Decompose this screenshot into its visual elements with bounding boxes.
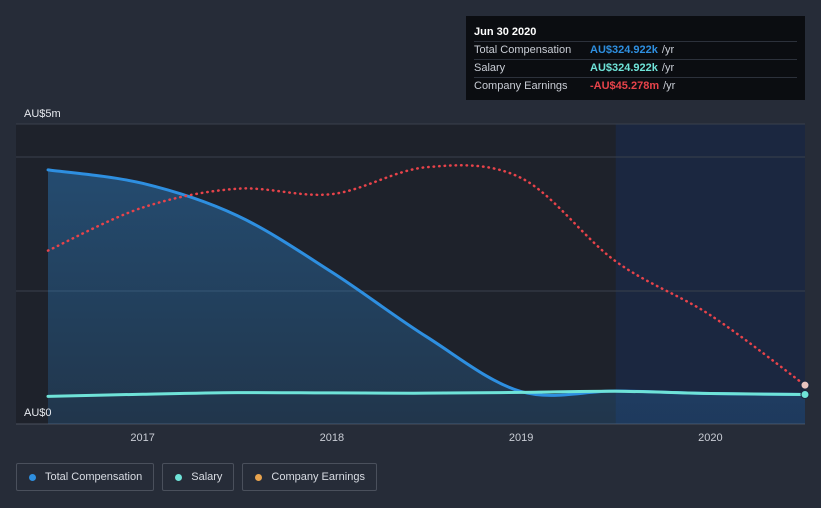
- y-axis-bottom-label: AU$0: [24, 407, 52, 419]
- x-tick-label: 2019: [509, 432, 533, 444]
- tooltip: Jun 30 2020 Total Compensation AU$324.92…: [466, 16, 805, 100]
- dot-icon: [175, 473, 183, 481]
- tooltip-label: Total Compensation: [474, 44, 572, 56]
- legend: Total Compensation Salary Company Earnin…: [16, 463, 385, 491]
- x-tick-label: 2020: [698, 432, 722, 444]
- legend-label: Company Earnings: [271, 471, 365, 483]
- legend-label: Salary: [191, 471, 223, 483]
- dot-icon: [255, 473, 263, 481]
- dot-icon: [29, 473, 36, 481]
- tooltip-row-total: Total Compensation AU$324.922k /yr: [474, 41, 797, 59]
- highlight-region: [615, 124, 805, 424]
- tooltip-date: Jun 30 2020: [474, 26, 537, 38]
- tooltip-unit: /yr: [661, 44, 675, 56]
- company-earnings-point: [800, 380, 810, 390]
- tooltip-label: Salary: [474, 62, 506, 74]
- x-tick-label: 2018: [320, 432, 344, 444]
- tooltip-value: AU$324.922k: [590, 62, 658, 74]
- legend-label: Total Compensation: [45, 471, 143, 483]
- legend-item-total-compensation[interactable]: Total Compensation: [16, 463, 155, 491]
- legend-item-salary[interactable]: Salary: [162, 463, 235, 491]
- tooltip-unit: /yr: [661, 62, 675, 74]
- tooltip-unit: /yr: [663, 80, 676, 92]
- company-earnings-line: [46, 164, 807, 387]
- salary-point: [800, 390, 810, 400]
- x-tick-label: 2017: [130, 432, 154, 444]
- y-axis-top-label: AU$5m: [24, 108, 61, 120]
- total-compensation-area: [48, 169, 805, 424]
- tooltip-value: -AU$45.278m: [590, 80, 660, 92]
- tooltip-row-earnings: Company Earnings -AU$45.278m /yr: [474, 77, 797, 95]
- tooltip-row-salary: Salary AU$324.922k /yr: [474, 59, 797, 77]
- legend-item-company-earnings[interactable]: Company Earnings: [242, 463, 377, 491]
- tooltip-value: AU$324.922k: [590, 44, 658, 56]
- tooltip-label: Company Earnings: [474, 80, 568, 92]
